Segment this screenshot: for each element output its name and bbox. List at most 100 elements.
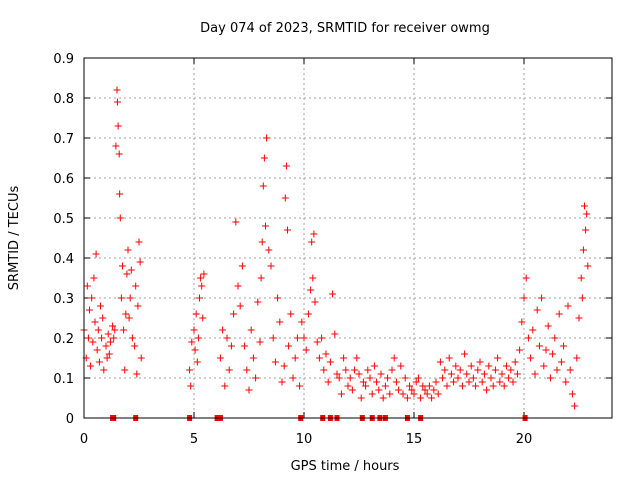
data-point [329,290,337,298]
data-point [84,334,92,342]
data-point [227,342,235,350]
data-point [109,322,117,330]
data-point [461,350,469,358]
data-point [573,354,581,362]
x-axis-label: GPS time / hours [291,459,400,474]
data-point [351,366,359,374]
data-point [436,358,444,366]
data-point [313,338,321,346]
data-point [322,350,330,358]
data-point [271,358,279,366]
data-point [307,286,315,294]
data-point [310,230,318,238]
data-point [302,346,310,354]
data-point [507,366,515,374]
data-point [483,386,491,394]
data-point [238,262,246,270]
data-point [315,354,323,362]
data-point [340,354,348,362]
data-point [92,250,100,258]
data-point [386,390,394,398]
data-point [256,338,264,346]
data-point [447,370,455,378]
data-point [197,274,205,282]
data-point [258,238,266,246]
data-point [546,374,554,382]
data-point [282,162,290,170]
grid [84,58,612,418]
data-point [102,342,110,350]
data-point [114,122,122,130]
data-point [97,302,104,310]
data-point [134,302,142,310]
data-point [93,346,101,354]
data-point [274,294,282,302]
data-point [584,262,592,270]
y-tick-label: 0.9 [53,52,74,67]
data-point [527,354,535,362]
data-point [265,246,273,254]
data-point [384,374,392,382]
data-point [230,310,238,318]
data-point [110,334,118,342]
data-point [577,274,585,282]
data-point [425,382,433,390]
data-point [90,274,98,282]
data-point [333,370,341,378]
data-point [463,370,471,378]
data-point [95,358,103,366]
y-tick-label: 0.1 [53,372,74,387]
data-point [252,374,260,382]
data-point [412,378,420,386]
data-point [120,326,128,334]
data-point [414,374,422,382]
data-point [373,378,381,386]
data-point [136,258,144,266]
data-point [326,358,334,366]
data-point [568,390,576,398]
data-point [132,282,140,290]
data-point [281,194,289,202]
data-point [113,98,121,106]
data-point [553,366,561,374]
data-point [234,282,242,290]
data-point [127,266,135,274]
data-point [300,334,308,342]
data-point [122,310,130,318]
data-point [123,270,131,278]
data-point [121,366,129,374]
data-point [257,274,265,282]
data-point [125,314,133,322]
data-point [357,394,365,402]
data-point [494,354,502,362]
x-tick-label: 5 [190,432,198,447]
data-point [324,378,332,386]
data-point [259,182,267,190]
data-point [353,354,361,362]
data-point [397,362,405,370]
y-tick-label: 0 [66,412,74,427]
data-point [88,294,96,302]
data-point [583,210,591,218]
data-point [443,382,451,390]
data-point [113,86,121,94]
data-point [100,366,108,374]
data-point [320,366,328,374]
data-point [219,326,227,334]
data-point [355,370,363,378]
data-point [115,150,123,158]
data-point [581,202,588,210]
data-point [298,318,306,326]
y-tick-label: 0.4 [53,252,74,267]
data-point [287,310,295,318]
data-point [187,382,195,390]
data-point [432,378,440,386]
chart-title: Day 074 of 2023, SRMTID for receiver owm… [200,21,490,36]
data-point [190,326,198,334]
data-point [491,366,499,374]
data-point [106,338,114,346]
data-point [513,370,521,378]
data-point [375,386,383,394]
data-point [309,274,317,282]
x-tick-label: 20 [516,432,533,447]
